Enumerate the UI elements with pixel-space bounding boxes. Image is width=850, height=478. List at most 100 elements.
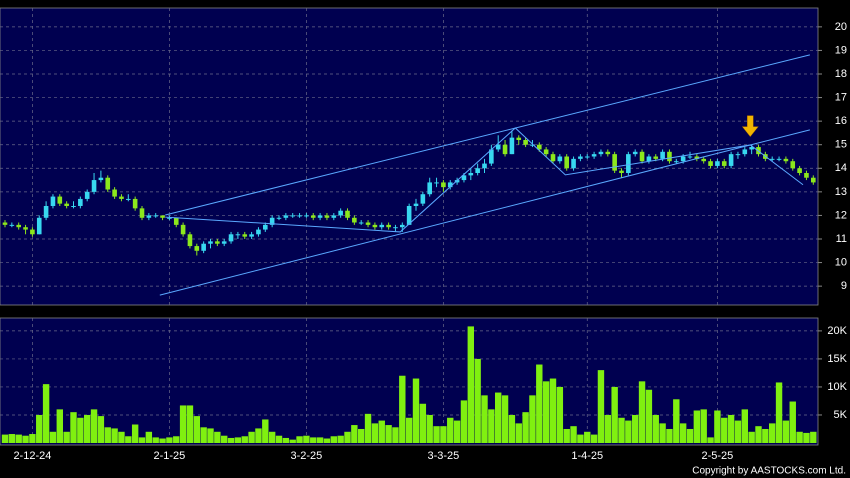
candle-body: [797, 168, 802, 173]
volume-bar: [173, 436, 180, 443]
y-tick-label: 10: [835, 256, 847, 268]
candle-body: [91, 180, 97, 192]
volume-bar: [440, 426, 447, 443]
volume-bar: [227, 437, 235, 443]
volume-bar: [159, 438, 166, 443]
trend-line: [165, 54, 810, 216]
candle-body: [434, 182, 439, 184]
volume-bar: [330, 436, 337, 443]
volume-bar: [755, 426, 762, 443]
candle-body: [495, 144, 501, 150]
volume-bar: [686, 428, 694, 443]
y-tick-label: 12: [835, 209, 847, 221]
volume-bar: [125, 436, 132, 443]
candle-body: [598, 151, 604, 155]
volume-bar: [262, 419, 269, 443]
candle-body: [256, 229, 261, 235]
volume-bar: [77, 417, 84, 443]
volume-bar: [166, 437, 173, 443]
volume-bar: [679, 423, 687, 443]
volume-bar: [495, 392, 502, 443]
candle-body: [187, 234, 193, 247]
candle-body: [790, 161, 796, 169]
candle-body: [78, 198, 83, 206]
volume-bar: [138, 437, 146, 443]
candle-body: [626, 154, 631, 173]
volume-bar: [193, 416, 200, 443]
volume-bar: [241, 436, 248, 443]
volume-bar: [481, 395, 488, 443]
volume-bar: [378, 420, 385, 443]
candle-body: [516, 137, 522, 140]
x-tick-label: 3-3-25: [428, 450, 460, 462]
candle-body: [365, 222, 371, 225]
candle-body: [263, 224, 268, 230]
candle-body: [769, 158, 775, 160]
volume-bar: [214, 431, 221, 443]
volume-bar: [782, 420, 790, 443]
volume-bar: [597, 370, 605, 443]
volume-bar: [63, 431, 70, 443]
volume-bar: [556, 386, 564, 443]
candle-body: [235, 234, 241, 236]
volume-bar: [186, 405, 194, 443]
y-tick-label: 19: [835, 44, 847, 56]
candle-body: [338, 210, 343, 216]
volume-bar: [145, 431, 153, 443]
candle-body: [571, 158, 576, 169]
candle-body: [180, 224, 186, 235]
candle-body: [290, 215, 295, 217]
volume-bar: [29, 434, 36, 443]
candle-body: [105, 177, 111, 190]
candle-body: [146, 215, 152, 218]
x-tick-label: 1-4-25: [571, 450, 603, 462]
volume-bar: [426, 414, 433, 443]
y-tick-label: 20: [835, 21, 847, 33]
candle-body: [721, 161, 727, 166]
volume-bar: [467, 326, 474, 443]
volume-bar: [762, 428, 769, 443]
candle-body: [119, 196, 124, 199]
volume-bar: [803, 432, 810, 443]
candle-body: [331, 215, 337, 218]
volume-bar: [447, 417, 454, 443]
volume-bar: [700, 409, 707, 443]
volume-bar: [303, 435, 310, 443]
candle-body: [475, 168, 480, 173]
volume-bar: [282, 437, 290, 443]
volume-bar: [638, 381, 646, 443]
candle-body: [612, 154, 617, 171]
candle-body: [667, 151, 672, 162]
volume-bar: [399, 375, 406, 443]
candle-body: [406, 206, 412, 225]
candle-body: [413, 203, 419, 206]
volume-bar: [714, 410, 721, 443]
trend-line: [165, 127, 804, 233]
volume-bar: [488, 409, 495, 443]
candle-body: [447, 182, 453, 188]
candle-body: [550, 154, 556, 162]
volume-bar: [453, 420, 461, 443]
volume-bar: [501, 395, 509, 443]
candle-body: [742, 149, 748, 155]
candle-body: [523, 140, 528, 145]
volume-bar: [358, 428, 365, 443]
candle-body: [283, 215, 289, 218]
candle-body: [386, 224, 391, 228]
y-tick-label: 16: [835, 115, 847, 127]
candle-body: [441, 182, 446, 188]
candle-body: [735, 154, 741, 156]
candle-body: [715, 161, 720, 166]
volume-bar: [323, 438, 331, 443]
candle-body: [783, 158, 789, 162]
candle-body: [379, 224, 385, 228]
candle-body: [242, 234, 248, 237]
candle-body: [310, 215, 316, 218]
volume-bar: [584, 431, 591, 443]
y-tick-label: 15: [835, 139, 847, 151]
candle-body: [502, 144, 508, 155]
y-tick-label: 14: [835, 162, 847, 174]
candle-body: [372, 224, 378, 228]
candle-body: [221, 241, 227, 244]
x-tick-label: 2-5-25: [702, 450, 734, 462]
